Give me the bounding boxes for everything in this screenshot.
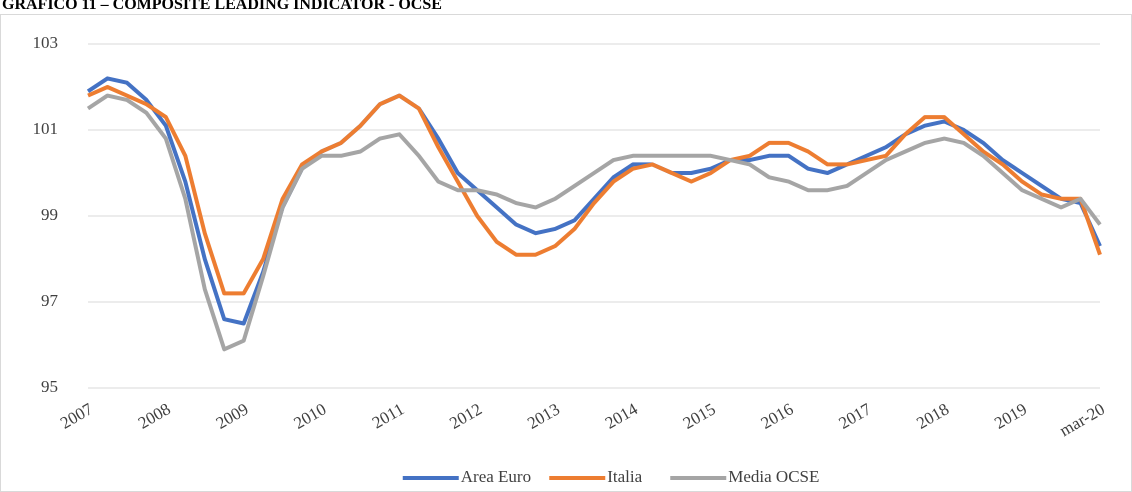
x-tick-label: 2012: [446, 399, 485, 432]
x-tick-label: 2018: [913, 399, 952, 432]
x-tick-label: 2016: [758, 399, 797, 432]
y-tick-label: 95: [41, 377, 58, 396]
x-tick-label: 2010: [291, 399, 330, 432]
x-tick-label: 2017: [835, 399, 874, 433]
x-tick-label: 2011: [369, 399, 407, 432]
x-tick-label: 2007: [57, 399, 96, 433]
line-series: [87, 85, 1102, 296]
legend-label: Media OCSE: [728, 467, 819, 486]
x-tick-label: 2008: [135, 399, 174, 432]
line-series: [86, 93, 1102, 352]
legend-label: Area Euro: [461, 467, 531, 486]
x-tick-label: 2015: [680, 399, 719, 432]
y-tick-label: 99: [41, 205, 58, 224]
chart-border: [0, 14, 1132, 492]
y-tick-label: 103: [33, 33, 59, 52]
chart-title: GRAFICO 11 – COMPOSITE LEADING INDICATOR…: [2, 0, 442, 13]
legend-label: Italia: [607, 467, 642, 486]
y-tick-label: 101: [33, 119, 59, 138]
y-tick-label: 97: [41, 291, 59, 310]
x-tick-label: 2013: [524, 399, 563, 432]
x-tick-label: 2019: [991, 399, 1030, 432]
x-tick-label: 2014: [602, 399, 641, 433]
x-tick-label: mar-20: [1056, 399, 1108, 440]
x-tick-label: 2009: [213, 399, 252, 432]
line-series: [86, 76, 1102, 326]
